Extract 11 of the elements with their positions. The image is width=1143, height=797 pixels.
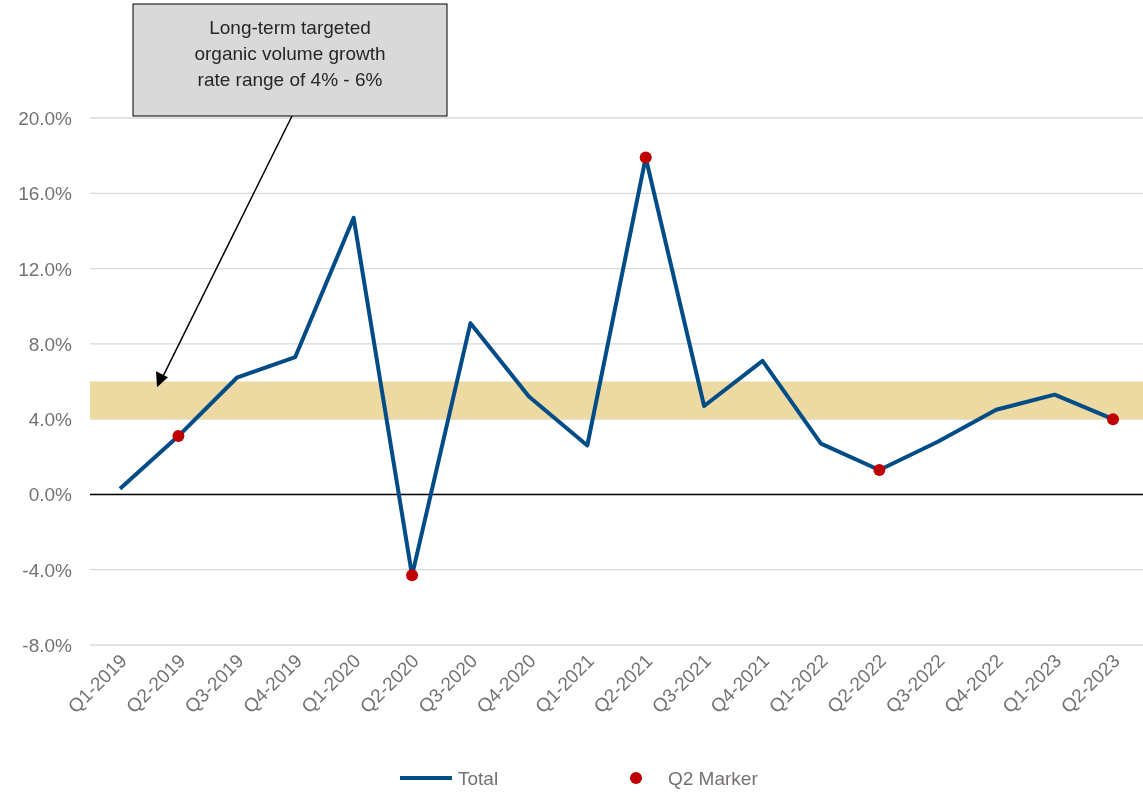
y-tick-label: -8.0% xyxy=(22,635,73,656)
legend-label: Total xyxy=(458,768,499,789)
text: Long-term targeted organic volume growth rate range of 4% - 6% xyxy=(194,17,386,90)
y-tick-label: 4.0% xyxy=(28,409,73,431)
y-tick-label: 20.0% xyxy=(18,108,73,129)
y-tick-label: 16.0% xyxy=(18,183,73,205)
y-tick-label: 8.0% xyxy=(28,333,73,355)
y-tick-label: 12.0% xyxy=(18,258,73,280)
y-tick-label: 0.0% xyxy=(28,484,73,506)
y-tick-label: -4.0% xyxy=(22,559,73,581)
legend-label: Q2 Marker xyxy=(668,768,759,789)
